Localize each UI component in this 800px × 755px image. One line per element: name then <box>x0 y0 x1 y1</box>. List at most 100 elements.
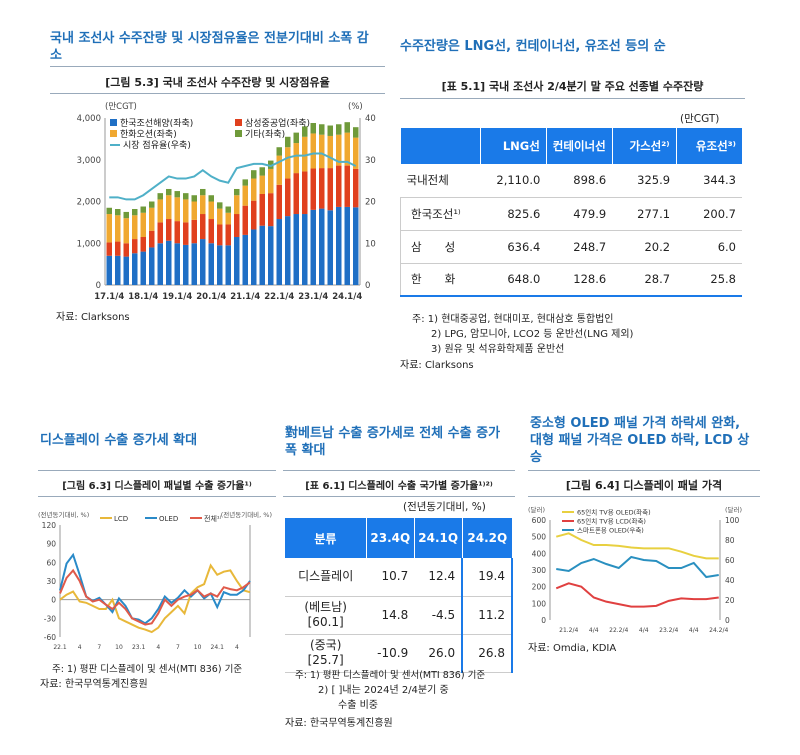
x-tick-label: 7 <box>97 644 101 651</box>
bar-2 <box>319 134 325 169</box>
bar-3 <box>319 124 325 135</box>
section-title-vietnam: 對베트남 수출 증가세로 전체 수출 증가폭 확대 <box>285 426 501 458</box>
bar-1 <box>208 219 214 244</box>
col-header: 23.4Q <box>366 518 415 558</box>
bar-3 <box>336 124 342 135</box>
bar-1 <box>353 168 359 208</box>
legend-label: 시장 점유율(우축) <box>123 139 191 151</box>
bar-2 <box>251 178 257 201</box>
legend-label: 삼성중공업(좌축) <box>245 118 310 129</box>
row-share: [60.1] <box>307 615 344 629</box>
bar-0 <box>319 208 325 285</box>
bar-3 <box>200 188 206 196</box>
bar-3 <box>166 188 172 196</box>
y-right-axis-title: (전년동기대비, %) <box>221 510 272 519</box>
bar-2 <box>183 199 189 223</box>
x-tick-label: 4/4 <box>689 627 699 634</box>
x-tick-label: 24.1 <box>211 644 225 651</box>
cell: -10.9 <box>366 634 415 673</box>
cell: 12.4 <box>414 558 463 597</box>
section-title-backlog: 수주잔량은 LNG선, 컨테이너선, 유조선 등의 순 <box>400 39 666 54</box>
bar-0 <box>234 236 240 285</box>
bar-1 <box>123 243 129 257</box>
divider <box>283 496 515 497</box>
x-tick-label: 23.2/4 <box>659 627 678 634</box>
y-right-tick-label: 30 <box>365 156 376 166</box>
bar-2 <box>285 147 291 179</box>
bar-2 <box>327 135 333 169</box>
bar-3 <box>132 209 138 216</box>
col-header: 가스선²⁾ <box>612 128 677 164</box>
section-title-shipbuilding: 국내 조선사 수주잔량 및 시장점유율은 전분기대비 소폭 감소 <box>50 31 369 63</box>
x-tick-label: 24.2/4 <box>709 627 728 634</box>
note-5-1-2: 2) LPG, 암모니아, LCO2 등 운반선(LNG 제외) <box>431 329 634 340</box>
cell: 6.0 <box>676 230 742 264</box>
bar-3 <box>208 195 214 202</box>
cell: 648.0 <box>480 263 547 297</box>
series-line-0 <box>59 563 251 634</box>
bar-1 <box>183 222 189 245</box>
bar-0 <box>132 253 138 285</box>
x-tick-label: 4/4 <box>639 627 649 634</box>
cell: 248.7 <box>546 230 613 264</box>
x-tick-label: 4 <box>78 644 82 651</box>
bar-0 <box>302 214 308 285</box>
legend-label: 전체¹⁾ <box>204 514 222 523</box>
series-line-0 <box>555 532 719 560</box>
bar-3 <box>157 193 163 200</box>
bar-2 <box>132 215 138 240</box>
bar-1 <box>157 222 163 244</box>
bar-3 <box>149 201 155 208</box>
bar-3 <box>174 191 180 198</box>
bar-0 <box>327 210 333 285</box>
bar-3 <box>183 193 189 200</box>
bar-1 <box>310 168 316 210</box>
cell: 898.6 <box>546 164 613 198</box>
bar-3 <box>106 207 112 215</box>
bar-0 <box>310 209 316 285</box>
divider <box>400 98 745 99</box>
x-tick-label: 20.1/4 <box>196 292 226 302</box>
bar-3 <box>293 132 299 144</box>
bar-0 <box>200 239 206 285</box>
y-tick-label: 100 <box>532 599 547 608</box>
bar-1 <box>234 214 240 237</box>
legend-label: 65인치 TV용 LCD(좌축) <box>577 517 646 526</box>
cell: 128.6 <box>546 263 613 297</box>
table-row: (중국) [25.7] -10.9 26.0 26.8 <box>285 634 513 673</box>
bar-0 <box>166 240 172 285</box>
bar-0 <box>217 245 223 285</box>
bar-1 <box>251 200 257 230</box>
chart-figure-5-3: 0 1,000 2,000 3,000 4,000 0 10 20 30 40 (만CGT) (%) 1… <box>77 102 376 302</box>
col-header: LNG선 <box>480 128 547 164</box>
unit-label: (만CGT) <box>680 113 720 125</box>
bar-2 <box>115 215 121 242</box>
bar-0 <box>115 255 121 285</box>
table-row: (베트남) [60.1] 14.8 -4.5 11.2 <box>285 596 513 635</box>
bar-1 <box>166 219 172 241</box>
divider <box>283 470 515 471</box>
divider <box>50 93 385 94</box>
y-tick-label: 4,000 <box>77 114 101 124</box>
bar-3 <box>344 122 350 133</box>
x-tick-label: 22.1/4 <box>264 292 294 302</box>
y-right-tick-label: 60 <box>725 556 735 565</box>
row-label: 국내전체 <box>400 164 481 198</box>
y-tick-label: 3,000 <box>77 156 101 166</box>
cell: 277.1 <box>612 197 677 231</box>
divider <box>38 470 276 471</box>
bar-0 <box>123 256 129 285</box>
bar-3 <box>115 209 121 216</box>
bar-0 <box>106 255 112 285</box>
bar-1 <box>191 219 197 244</box>
x-tick-label: 10 <box>194 644 202 651</box>
bar-3 <box>251 170 257 179</box>
x-tick-label: 4 <box>156 644 160 651</box>
bar-0 <box>191 243 197 285</box>
legend-label: 한화오션(좌축) <box>120 129 177 140</box>
section-title-panel-price: 중소형 OLED 패널 가격 하락세 완화, 대형 패널 가격은 OLED 하락… <box>530 416 750 465</box>
bar-2 <box>166 195 172 220</box>
cell: 25.8 <box>676 263 742 297</box>
bar-2 <box>157 199 163 223</box>
bar-1 <box>336 165 342 207</box>
